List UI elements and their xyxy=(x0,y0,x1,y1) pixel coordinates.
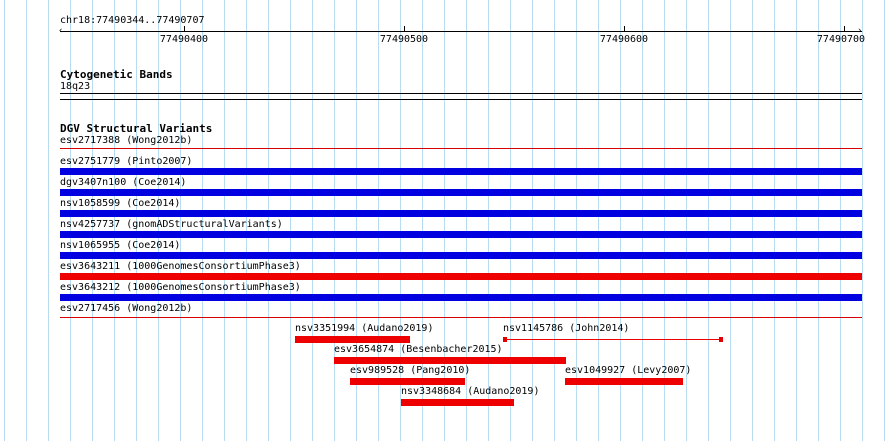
ruler-tick-label: 77490700 xyxy=(816,34,866,45)
variant-bar[interactable] xyxy=(350,378,465,385)
grid-line xyxy=(752,0,753,441)
ruler-tick-label: 77490400 xyxy=(159,34,209,45)
variant-label[interactable]: esv3654874 (Besenbacher2015) xyxy=(334,344,503,355)
variant-label[interactable]: esv3643211 (1000GenomesConsortiumPhase3) xyxy=(60,261,301,272)
grid-line xyxy=(26,0,27,441)
grid-line xyxy=(576,0,577,441)
ruler-tick xyxy=(624,26,625,31)
variant-bar[interactable] xyxy=(60,231,862,238)
variant-bar[interactable] xyxy=(60,210,862,217)
scroll-right-icon[interactable]: › xyxy=(857,26,863,36)
variant-label[interactable]: nsv3348684 (Audano2019) xyxy=(401,386,540,397)
grid-line xyxy=(180,0,181,441)
grid-line xyxy=(554,0,555,441)
variant-bar[interactable] xyxy=(401,399,514,406)
grid-line xyxy=(92,0,93,441)
ruler-tick xyxy=(404,26,405,31)
variant-bar[interactable] xyxy=(60,168,862,175)
variant-label[interactable]: esv2751779 (Pinto2007) xyxy=(60,156,193,167)
variant-label[interactable]: esv3643212 (1000GenomesConsortiumPhase3) xyxy=(60,282,301,293)
variant-label[interactable]: dgv3407n100 (Coe2014) xyxy=(60,177,187,188)
variant-bar[interactable] xyxy=(60,294,862,301)
grid-line xyxy=(246,0,247,441)
grid-line xyxy=(356,0,357,441)
variant-label[interactable]: nsv1058599 (Coe2014) xyxy=(60,198,181,209)
grid-line xyxy=(510,0,511,441)
ruler-tick xyxy=(844,26,845,31)
variant-bar[interactable] xyxy=(334,357,566,364)
grid-line xyxy=(4,0,5,441)
variant-label[interactable]: nsv3351994 (Audano2019) xyxy=(295,323,434,334)
variant-bar[interactable] xyxy=(60,317,862,318)
grid-line xyxy=(136,0,137,441)
grid-line xyxy=(708,0,709,441)
cytoband-label: 18q23 xyxy=(60,81,91,92)
ruler-tick-label: 77490500 xyxy=(379,34,429,45)
grid-line xyxy=(730,0,731,441)
variant-label[interactable]: nsv1065955 (Coe2014) xyxy=(60,240,181,251)
variant-bar[interactable] xyxy=(60,148,862,149)
grid-line xyxy=(158,0,159,441)
grid-line xyxy=(268,0,269,441)
variant-bar[interactable] xyxy=(295,336,410,343)
grid-line xyxy=(774,0,775,441)
grid-line xyxy=(378,0,379,441)
grid-line xyxy=(312,0,313,441)
ruler-tick xyxy=(184,26,185,31)
grid-line xyxy=(664,0,665,441)
grid-line xyxy=(114,0,115,441)
grid-line xyxy=(488,0,489,441)
grid-line xyxy=(400,0,401,441)
grid-line xyxy=(422,0,423,441)
ruler-location-label: chr18:77490344..77490707 xyxy=(60,15,205,26)
cytoband-track-title: Cytogenetic Bands xyxy=(60,68,173,81)
grid-line xyxy=(598,0,599,441)
grid-line xyxy=(70,0,71,441)
grid-line xyxy=(290,0,291,441)
grid-line xyxy=(466,0,467,441)
variant-endcap xyxy=(719,337,723,342)
grid-line xyxy=(224,0,225,441)
grid-line xyxy=(642,0,643,441)
grid-line xyxy=(334,0,335,441)
variant-label[interactable]: esv2717388 (Wong2012b) xyxy=(60,135,193,146)
variant-label[interactable]: esv1049927 (Levy2007) xyxy=(565,365,692,376)
variant-label[interactable]: esv989528 (Pang2010) xyxy=(350,365,471,376)
grid-line xyxy=(532,0,533,441)
variant-label[interactable]: nsv4257737 (gnomADStructuralVariants) xyxy=(60,219,283,230)
ruler-axis xyxy=(60,31,862,32)
grid-line xyxy=(686,0,687,441)
grid-line xyxy=(818,0,819,441)
variant-bar[interactable] xyxy=(565,378,683,385)
variant-bar[interactable] xyxy=(60,189,862,196)
grid-line xyxy=(48,0,49,441)
cytoband-line-bottom xyxy=(60,99,862,100)
variant-bar[interactable] xyxy=(506,339,722,340)
variant-label[interactable]: nsv1145786 (John2014) xyxy=(503,323,630,334)
grid-line xyxy=(202,0,203,441)
variant-bar[interactable] xyxy=(60,252,862,259)
grid-line xyxy=(862,0,863,441)
grid-line xyxy=(884,0,885,441)
grid-line xyxy=(796,0,797,441)
grid-line xyxy=(840,0,841,441)
grid-line xyxy=(620,0,621,441)
variant-label[interactable]: esv2717456 (Wong2012b) xyxy=(60,303,193,314)
ruler-tick-label: 77490600 xyxy=(599,34,649,45)
dgv-track-title: DGV Structural Variants xyxy=(60,122,213,135)
grid-line xyxy=(444,0,445,441)
variant-endcap xyxy=(503,337,507,342)
variant-bar[interactable] xyxy=(60,273,862,280)
cytoband-line-top xyxy=(60,93,862,94)
